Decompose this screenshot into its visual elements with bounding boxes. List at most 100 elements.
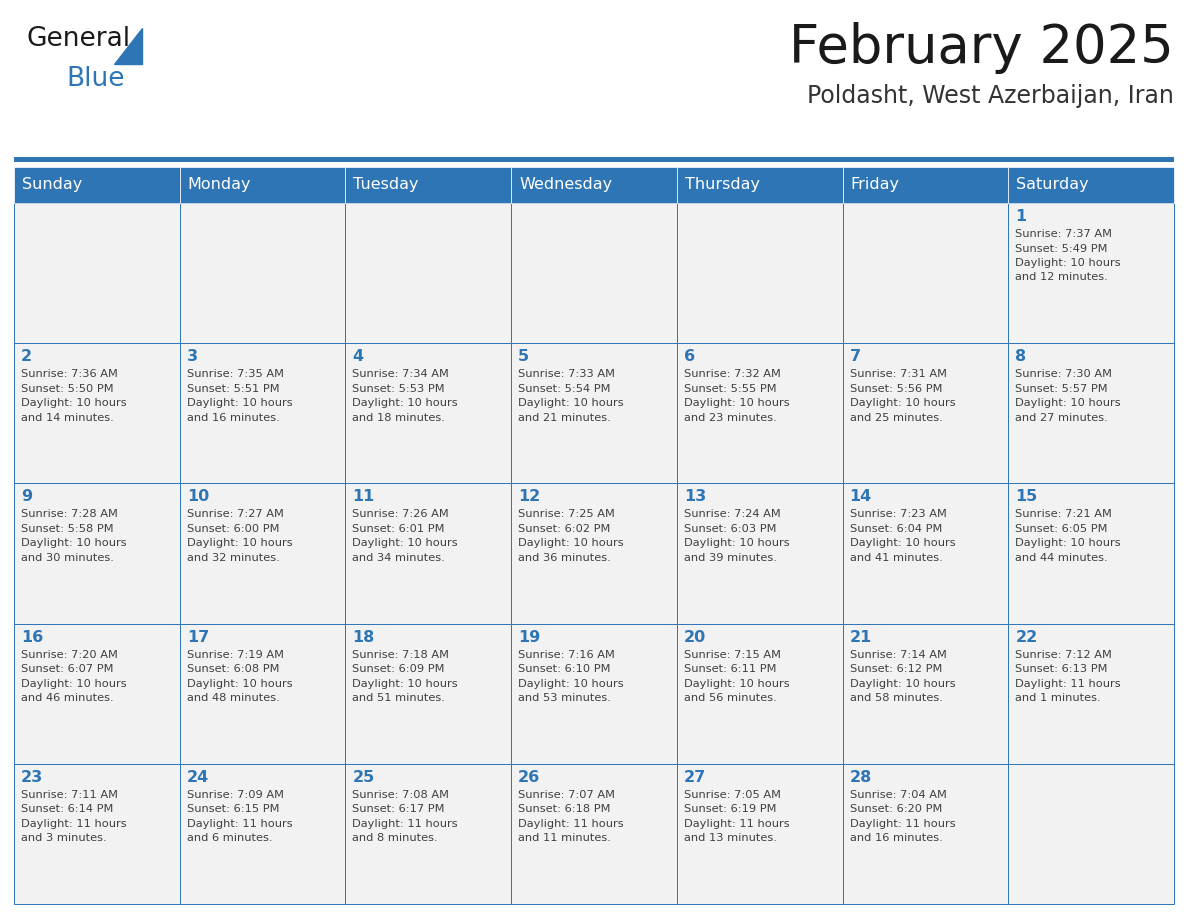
Text: Sunset: 6:02 PM: Sunset: 6:02 PM [518, 524, 611, 534]
Text: 10: 10 [187, 489, 209, 504]
Bar [842, 203, 1009, 343]
Text: and 3 minutes.: and 3 minutes. [21, 834, 107, 844]
Bar [346, 203, 511, 343]
Bar [842, 623, 1009, 764]
Text: 9: 9 [21, 489, 32, 504]
Text: Sunrise: 7:33 AM: Sunrise: 7:33 AM [518, 369, 615, 379]
Text: Sunrise: 7:34 AM: Sunrise: 7:34 AM [353, 369, 449, 379]
Text: and 8 minutes.: and 8 minutes. [353, 834, 438, 844]
Text: Sunset: 6:08 PM: Sunset: 6:08 PM [187, 664, 279, 674]
Text: 26: 26 [518, 770, 541, 785]
Bar [179, 623, 346, 764]
Text: Sunrise: 7:31 AM: Sunrise: 7:31 AM [849, 369, 947, 379]
Text: Daylight: 10 hours: Daylight: 10 hours [353, 538, 459, 548]
Bar [677, 203, 842, 343]
Bar [677, 484, 842, 623]
Text: 24: 24 [187, 770, 209, 785]
Text: Daylight: 11 hours: Daylight: 11 hours [684, 819, 790, 829]
Bar [677, 167, 842, 203]
Text: Friday: Friday [851, 177, 899, 193]
Bar [179, 484, 346, 623]
Text: Daylight: 10 hours: Daylight: 10 hours [187, 678, 292, 688]
Text: Sunset: 5:53 PM: Sunset: 5:53 PM [353, 384, 446, 394]
Text: and 13 minutes.: and 13 minutes. [684, 834, 777, 844]
Text: 28: 28 [849, 770, 872, 785]
Text: Sunset: 6:14 PM: Sunset: 6:14 PM [21, 804, 113, 814]
Bar [14, 484, 179, 623]
Text: Sunset: 6:13 PM: Sunset: 6:13 PM [1016, 664, 1107, 674]
Bar [1009, 343, 1174, 484]
Text: Sunrise: 7:11 AM: Sunrise: 7:11 AM [21, 789, 118, 800]
Text: Daylight: 10 hours: Daylight: 10 hours [187, 398, 292, 409]
Text: Sunset: 5:50 PM: Sunset: 5:50 PM [21, 384, 114, 394]
Text: Daylight: 11 hours: Daylight: 11 hours [21, 819, 127, 829]
Bar [511, 623, 677, 764]
Text: 27: 27 [684, 770, 706, 785]
Text: Sunrise: 7:09 AM: Sunrise: 7:09 AM [187, 789, 284, 800]
Text: Sunset: 6:12 PM: Sunset: 6:12 PM [849, 664, 942, 674]
Bar [14, 167, 179, 203]
Text: Sunset: 5:55 PM: Sunset: 5:55 PM [684, 384, 777, 394]
Polygon shape [114, 28, 143, 64]
Text: Sunrise: 7:30 AM: Sunrise: 7:30 AM [1016, 369, 1112, 379]
Text: Sunset: 6:01 PM: Sunset: 6:01 PM [353, 524, 446, 534]
Text: Daylight: 10 hours: Daylight: 10 hours [518, 398, 624, 409]
Bar [14, 203, 179, 343]
Text: Sunset: 5:57 PM: Sunset: 5:57 PM [1016, 384, 1108, 394]
Text: Daylight: 10 hours: Daylight: 10 hours [518, 678, 624, 688]
Bar [511, 764, 677, 904]
Bar [179, 343, 346, 484]
Text: Sunset: 6:20 PM: Sunset: 6:20 PM [849, 804, 942, 814]
Text: Poldasht, West Azerbaijan, Iran: Poldasht, West Azerbaijan, Iran [807, 84, 1174, 108]
Text: Sunrise: 7:07 AM: Sunrise: 7:07 AM [518, 789, 615, 800]
Text: and 1 minutes.: and 1 minutes. [1016, 693, 1101, 703]
Bar [677, 764, 842, 904]
Text: Sunset: 6:05 PM: Sunset: 6:05 PM [1016, 524, 1107, 534]
Text: Daylight: 10 hours: Daylight: 10 hours [21, 538, 127, 548]
Text: 2: 2 [21, 349, 32, 364]
Text: 13: 13 [684, 489, 706, 504]
Text: and 30 minutes.: and 30 minutes. [21, 553, 114, 563]
Text: 1: 1 [1016, 209, 1026, 224]
Bar [346, 167, 511, 203]
Text: and 48 minutes.: and 48 minutes. [187, 693, 279, 703]
Bar [842, 343, 1009, 484]
Text: Daylight: 10 hours: Daylight: 10 hours [187, 538, 292, 548]
Bar [179, 167, 346, 203]
Text: Sunset: 5:58 PM: Sunset: 5:58 PM [21, 524, 114, 534]
Text: Sunrise: 7:35 AM: Sunrise: 7:35 AM [187, 369, 284, 379]
Text: 18: 18 [353, 630, 374, 644]
Text: Sunrise: 7:18 AM: Sunrise: 7:18 AM [353, 650, 449, 660]
Bar [842, 764, 1009, 904]
Text: Thursday: Thursday [684, 177, 760, 193]
Text: Daylight: 10 hours: Daylight: 10 hours [684, 538, 790, 548]
Text: Daylight: 11 hours: Daylight: 11 hours [518, 819, 624, 829]
Text: Sunset: 6:10 PM: Sunset: 6:10 PM [518, 664, 611, 674]
Bar [677, 343, 842, 484]
Bar [346, 764, 511, 904]
Text: Daylight: 10 hours: Daylight: 10 hours [849, 538, 955, 548]
Bar [511, 484, 677, 623]
Text: Daylight: 11 hours: Daylight: 11 hours [187, 819, 292, 829]
Text: 14: 14 [849, 489, 872, 504]
Text: and 58 minutes.: and 58 minutes. [849, 693, 942, 703]
Bar [179, 203, 346, 343]
Text: and 21 minutes.: and 21 minutes. [518, 413, 611, 422]
Text: 15: 15 [1016, 489, 1037, 504]
Text: 8: 8 [1016, 349, 1026, 364]
Bar [14, 157, 1174, 162]
Text: Sunset: 6:03 PM: Sunset: 6:03 PM [684, 524, 776, 534]
Text: 19: 19 [518, 630, 541, 644]
Text: Sunrise: 7:04 AM: Sunrise: 7:04 AM [849, 789, 947, 800]
Bar [1009, 167, 1174, 203]
Text: Sunset: 5:56 PM: Sunset: 5:56 PM [849, 384, 942, 394]
Text: Sunset: 6:17 PM: Sunset: 6:17 PM [353, 804, 446, 814]
Text: Daylight: 10 hours: Daylight: 10 hours [1016, 398, 1121, 409]
Text: and 39 minutes.: and 39 minutes. [684, 553, 777, 563]
Text: Daylight: 10 hours: Daylight: 10 hours [518, 538, 624, 548]
Text: Daylight: 10 hours: Daylight: 10 hours [684, 678, 790, 688]
Text: Daylight: 10 hours: Daylight: 10 hours [353, 678, 459, 688]
Text: Sunday: Sunday [23, 177, 82, 193]
Text: Sunrise: 7:28 AM: Sunrise: 7:28 AM [21, 509, 118, 520]
Text: 20: 20 [684, 630, 706, 644]
